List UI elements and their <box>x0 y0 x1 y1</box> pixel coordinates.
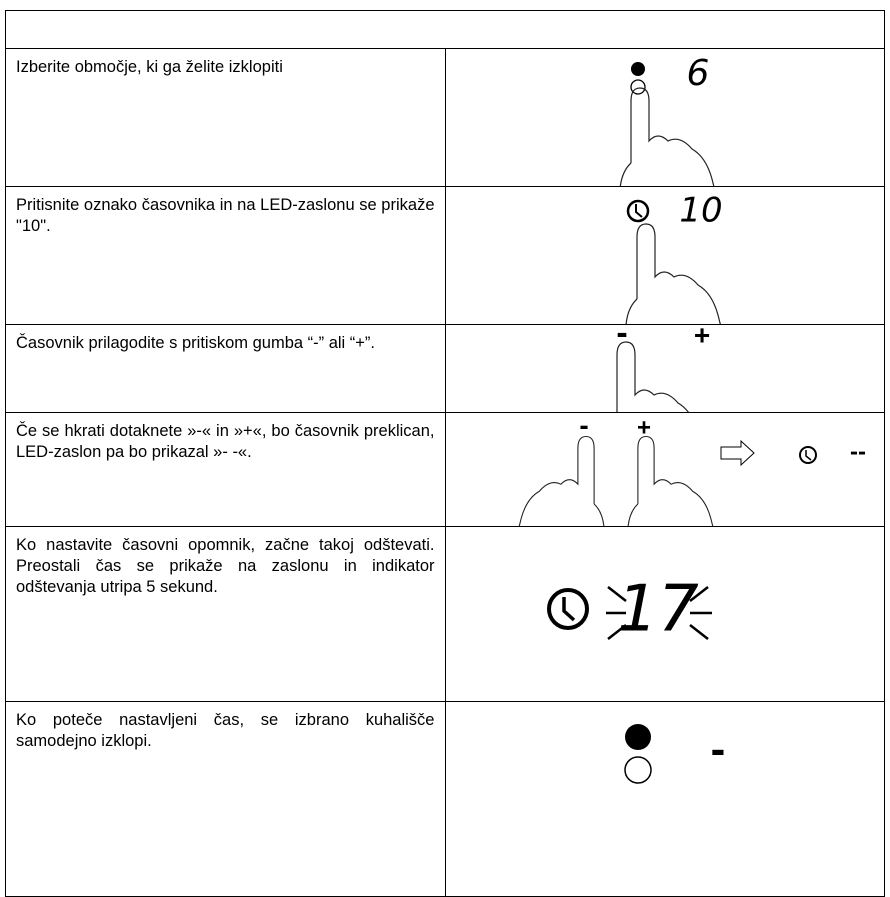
display-text: -- <box>850 438 866 465</box>
step-text: Če se hkrati dotaknete »-« in »+«, bo ča… <box>6 413 446 527</box>
display-text: 17 <box>617 573 699 647</box>
step-text: Pritisnite oznako časovnika in na LED-za… <box>6 187 446 325</box>
step-text: Ko nastavite časovni opomnik, začne tako… <box>6 527 446 702</box>
display-text: + <box>693 325 709 350</box>
illustration: 17 <box>446 527 890 701</box>
display-text: 6 <box>686 53 709 94</box>
step-text: Ko poteče nastavljeni čas, se izbrano ku… <box>6 702 446 897</box>
illustration: 10 <box>446 187 890 324</box>
illustration: - + <box>446 325 890 412</box>
step-text: Izberite območje, ki ga želite izklopiti <box>6 49 446 187</box>
illustration: - <box>446 702 890 896</box>
step-text: Časovnik prilagodite s pritiskom gumba “… <box>6 325 446 413</box>
illustration: 6 <box>446 49 890 186</box>
display-text: 10 <box>679 191 722 231</box>
display-text: - <box>710 725 725 774</box>
header-row <box>6 11 885 49</box>
instruction-table: Izberite območje, ki ga želite izklopiti… <box>5 10 885 897</box>
illustration: - + -- <box>446 413 890 526</box>
